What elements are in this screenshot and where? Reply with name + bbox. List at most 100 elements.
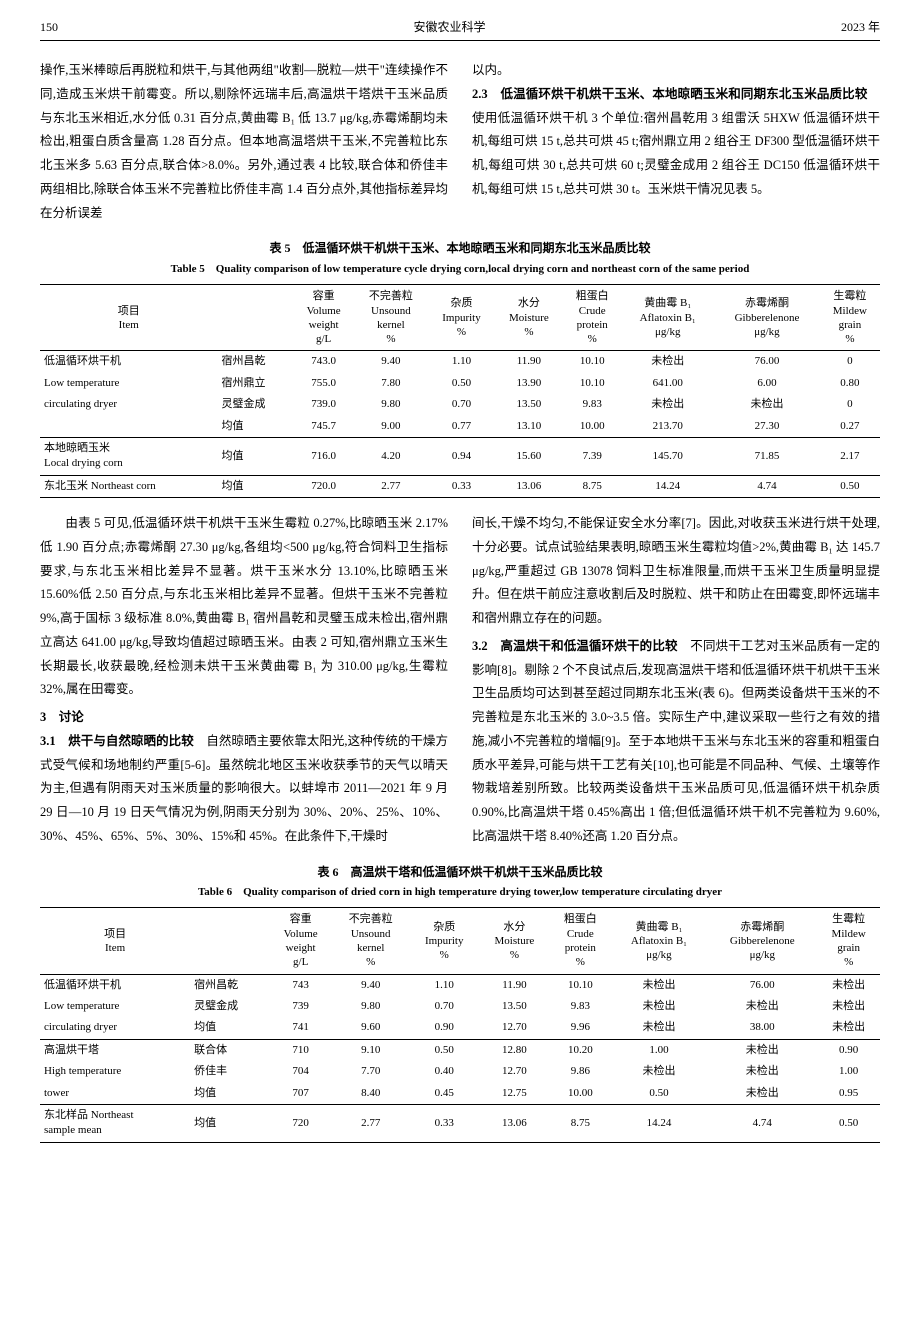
table-cell: 9.86	[550, 1061, 611, 1082]
table-cell: 9.80	[332, 996, 410, 1017]
table-col: 不完善粒Unsoundkernel%	[332, 908, 410, 974]
table-col: 容重Volumeweightg/L	[294, 285, 354, 351]
table-cell: 灵璧金成	[218, 394, 294, 415]
table-cell: 720	[270, 1104, 332, 1142]
table-cell: 10.00	[563, 416, 621, 438]
table-cell: 9.10	[332, 1039, 410, 1061]
table-col: 杂质Impurity%	[410, 908, 479, 974]
table-cell: 739	[270, 996, 332, 1017]
table-cell: 0.33	[428, 475, 494, 497]
table-row: Low temperature灵璧金成7399.800.7013.509.83未…	[40, 996, 880, 1017]
table-col: 项目Item	[40, 285, 218, 351]
table6: 项目Item 容重Volumeweightg/L不完善粒Unsoundkernel…	[40, 907, 880, 1142]
table-cell: 0.70	[410, 996, 479, 1017]
table-row: 低温循环烘干机宿州昌乾7439.401.1011.9010.10未检出76.00…	[40, 974, 880, 996]
table-cell: 未检出	[707, 996, 817, 1017]
table-cell: 76.00	[714, 351, 820, 373]
table-cell: 743.0	[294, 351, 354, 373]
table-col: 生霉粒Mildewgrain%	[820, 285, 880, 351]
table-cell: 未检出	[611, 1061, 708, 1082]
para1-left: 操作,玉米棒晾后再脱粒和烘干,与其他两组"收割—脱粒—烘干"连续操作不同,造成玉…	[40, 59, 448, 225]
table-row: Low temperature宿州鼎立755.07.800.5013.9010.…	[40, 373, 880, 394]
table-cell: 755.0	[294, 373, 354, 394]
table-col: 水分Moisture%	[495, 285, 563, 351]
table-cell: 0.45	[410, 1083, 479, 1105]
table-cell: 宿州鼎立	[218, 373, 294, 394]
table-row: High temperature侨佳丰7047.700.4012.709.86未…	[40, 1061, 880, 1082]
table-cell: 本地晾晒玉米Local drying corn	[40, 437, 218, 475]
table-cell: 704	[270, 1061, 332, 1082]
table-cell: 2.77	[354, 475, 429, 497]
para-block-1: 操作,玉米棒晾后再脱粒和烘干,与其他两组"收割—脱粒—烘干"连续操作不同,造成玉…	[40, 59, 880, 225]
table-col: 容重Volumeweightg/L	[270, 908, 332, 974]
table-cell: 1.10	[410, 974, 479, 996]
table-cell: 720.0	[294, 475, 354, 497]
year: 2023 年	[841, 18, 880, 37]
table-cell: 9.96	[550, 1017, 611, 1039]
table-cell: tower	[40, 1083, 190, 1105]
table-cell: 未检出	[621, 394, 714, 415]
table-cell: 13.50	[479, 996, 550, 1017]
table-cell: 10.10	[550, 974, 611, 996]
table-cell: 9.83	[563, 394, 621, 415]
table-cell: 0.50	[820, 475, 880, 497]
table-col	[218, 285, 294, 351]
table-cell: 14.24	[611, 1104, 708, 1142]
table-cell: 12.75	[479, 1083, 550, 1105]
table-cell: 12.80	[479, 1039, 550, 1061]
table-col: 水分Moisture%	[479, 908, 550, 974]
table-cell: 未检出	[817, 1017, 880, 1039]
table-cell: 未检出	[611, 1017, 708, 1039]
table-row: tower均值7078.400.4512.7510.000.50未检出0.95	[40, 1083, 880, 1105]
para2-right: 间长,干燥不均匀,不能保证安全水分率[7]。因此,对收获玉米进行烘干处理,十分必…	[472, 512, 880, 849]
table-cell: 745.7	[294, 416, 354, 438]
table-cell: 13.90	[495, 373, 563, 394]
table-cell: 未检出	[707, 1061, 817, 1082]
table-cell: 2.17	[820, 437, 880, 475]
table-cell: 东北样品 Northeastsample mean	[40, 1104, 190, 1142]
table-col	[190, 908, 269, 974]
table-cell: 宿州昌乾	[218, 351, 294, 373]
table-cell: 东北玉米 Northeast corn	[40, 475, 218, 497]
table-cell: 0.70	[428, 394, 494, 415]
table-cell: 0.95	[817, 1083, 880, 1105]
table-cell: 38.00	[707, 1017, 817, 1039]
table-cell: 0.40	[410, 1061, 479, 1082]
table-cell: 低温循环烘干机	[40, 351, 218, 373]
table-cell: 0.50	[428, 373, 494, 394]
table-row: 低温循环烘干机宿州昌乾743.09.401.1011.9010.10未检出76.…	[40, 351, 880, 373]
table6-title-cn: 表 6 高温烘干塔和低温循环烘干机烘干玉米品质比较	[40, 863, 880, 882]
table-cell: 12.70	[479, 1061, 550, 1082]
table-col: 生霉粒Mildewgrain%	[817, 908, 880, 974]
table-col: 黄曲霉 B₁Aflatoxin B₁μg/kg	[611, 908, 708, 974]
table-cell: 均值	[218, 437, 294, 475]
table5: 项目Item容重Volumeweightg/L不完善粒Unsoundkernel…	[40, 284, 880, 498]
table-cell: 4.20	[354, 437, 429, 475]
sec3-title: 3 讨论	[40, 706, 448, 730]
table-col: 项目Item	[40, 908, 190, 974]
table6-title-en: Table 6 Quality comparison of dried corn…	[40, 884, 880, 902]
table-cell: 12.70	[479, 1017, 550, 1039]
table-cell: 716.0	[294, 437, 354, 475]
table-cell: 9.40	[332, 974, 410, 996]
table-col: 赤霉烯酮Gibberelenoneμg/kg	[707, 908, 817, 974]
table-cell: High temperature	[40, 1061, 190, 1082]
table-cell: 10.10	[563, 373, 621, 394]
table-col: 粗蛋白Crudeprotein%	[550, 908, 611, 974]
table-cell: 10.10	[563, 351, 621, 373]
table-cell: 0.50	[817, 1104, 880, 1142]
table-row: circulating dryer均值7419.600.9012.709.96未…	[40, 1017, 880, 1039]
table-cell: 71.85	[714, 437, 820, 475]
table-cell: circulating dryer	[40, 394, 218, 415]
table-cell: 7.80	[354, 373, 429, 394]
table-cell: circulating dryer	[40, 1017, 190, 1039]
table-cell: 未检出	[707, 1083, 817, 1105]
table-cell: 9.80	[354, 394, 429, 415]
table-row: 东北样品 Northeastsample mean均值7202.770.3313…	[40, 1104, 880, 1142]
table-row: circulating dryer灵璧金成739.09.800.7013.509…	[40, 394, 880, 415]
table-cell: 侨佳丰	[190, 1061, 269, 1082]
table-cell: 未检出	[621, 351, 714, 373]
table-cell: 4.74	[707, 1104, 817, 1142]
table-cell: 0.27	[820, 416, 880, 438]
table-cell: 0.94	[428, 437, 494, 475]
